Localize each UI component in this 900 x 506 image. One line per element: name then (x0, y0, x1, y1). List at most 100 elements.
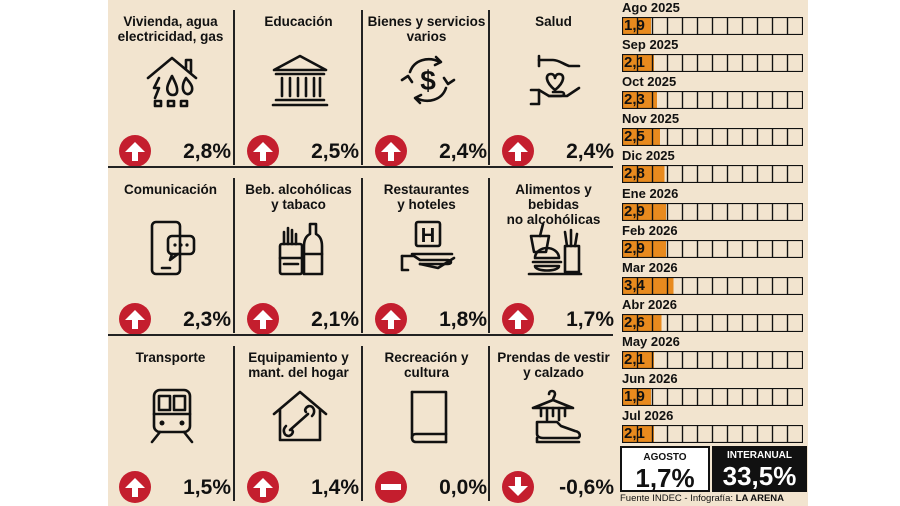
month-value-label: 1,9 (624, 17, 645, 34)
month-bar-grid-cell (651, 17, 669, 35)
month-value-label: 1,9 (624, 388, 645, 405)
month-bar-grid-cell (786, 350, 803, 369)
category-title: Recreación y cultura (384, 350, 469, 380)
month-bar-track (622, 313, 803, 332)
month-bar-grid-cell (756, 128, 774, 147)
month-bar-track (622, 388, 803, 406)
month-bar (622, 165, 665, 183)
month-bar-grid-cell (696, 128, 714, 147)
category-title: Beb. alcohólicas y tabaco (245, 182, 352, 212)
month-bar-grid-cell (681, 17, 699, 35)
month-bar-grid-cell (786, 128, 803, 147)
month-bar-grid-cell (771, 313, 789, 332)
month-label: Jul 2026 (622, 408, 674, 424)
category-value: 0,0% (439, 476, 487, 499)
month-bar-grid-cell (726, 17, 744, 35)
month-value-label: 2,1 (624, 54, 645, 72)
month-bar-grid-cell (756, 165, 774, 184)
month-bar-grid-cell (741, 91, 759, 110)
source-brand: LA ARENA (735, 493, 785, 504)
category-cell: Salud 2,4% (491, 0, 616, 167)
phone-chat-icon (142, 218, 202, 278)
category-title: Salud (535, 14, 572, 29)
category-title: Bienes y servicios varios (367, 14, 486, 44)
month-summary-value: 1,7% (635, 463, 695, 493)
grid-divider-vertical (488, 346, 490, 501)
category-cell: Restaurantes y hoteles H 1,8% (364, 168, 489, 335)
month-bar-grid-cell (771, 388, 789, 406)
month-label: Sep 2025 (622, 37, 679, 53)
month-bar-grid-cell (771, 202, 789, 221)
month-bar-grid-cell (711, 425, 729, 444)
month-bar-grid-cell (666, 128, 684, 147)
month-bar-grid-cell (711, 313, 729, 332)
arrow-up-icon (501, 302, 535, 336)
month-bar-grid-cell (681, 128, 699, 147)
month-bar-grid-cell (756, 276, 774, 295)
grid-divider-vertical (488, 10, 490, 165)
month-bar-grid-cell (711, 128, 729, 147)
month-label: Ene 2026 (622, 185, 679, 201)
month-bar-svg (622, 313, 803, 332)
arrow-up-icon (246, 134, 280, 168)
month-bar-grid-cell (666, 350, 684, 369)
month-bar-grid-cell (786, 202, 803, 221)
month-bar-grid-cell (696, 202, 714, 221)
month-value-label: 2,6 (624, 313, 645, 331)
category-value: 2,8% (183, 140, 231, 163)
month-bar-grid-cell (726, 91, 744, 110)
book-icon (398, 386, 458, 446)
month-row: Nov 2025 2,5 (620, 111, 803, 148)
grid-divider-vertical (361, 346, 363, 501)
month-bar-grid-cell (726, 128, 744, 147)
source-credit: Fuente INDEC - Infografía: LA ARENA (620, 493, 808, 504)
month-bar-svg (622, 128, 803, 147)
annual-summary-value: 33,5% (722, 461, 797, 491)
month-bar-grid-cell (786, 91, 803, 110)
month-bar-grid-cell (756, 202, 774, 221)
grid-divider-vertical (233, 10, 235, 165)
month-bar-grid-cell (786, 165, 803, 184)
svg-text:$: $ (420, 65, 436, 96)
month-row: Abr 2026 2,6 (620, 297, 803, 334)
train-icon (142, 386, 202, 446)
category-title: Prendas de vestir y calzado (497, 350, 610, 380)
month-bar-svg (622, 276, 803, 295)
monthly-inflation-chart: Ago 2025 1,9 Sep 2025 2,1 Oct 2025 2,3 Nov 202… (620, 0, 808, 445)
month-bar-grid-cell (771, 350, 789, 369)
month-bar-svg (622, 425, 803, 444)
source-text: Fuente INDEC - Infografía: (620, 493, 733, 504)
month-bar-track (622, 91, 803, 110)
category-cell: Recreación y cultura 0,0% (364, 336, 489, 503)
month-bar-grid-cell (726, 202, 744, 221)
month-bar (622, 388, 651, 406)
month-bar-grid-cell (786, 425, 803, 444)
category-value: 1,4% (311, 476, 359, 499)
month-bar-grid-cell (666, 313, 684, 332)
month-row: Dic 2025 2,8 (620, 148, 803, 185)
month-bar-grid-cell (756, 425, 774, 444)
annual-summary-label: INTERANUAL (727, 450, 792, 461)
arrow-up-icon (246, 302, 280, 336)
category-value: 1,7% (566, 308, 614, 331)
month-bar-grid-cell (726, 388, 744, 406)
month-row: Jun 2026 1,9 (620, 371, 803, 408)
month-bar-grid-cell (696, 276, 714, 295)
month-bar-grid-cell (771, 165, 789, 184)
month-summary-label: AGOSTO (643, 452, 687, 463)
grid-divider-vertical (361, 178, 363, 333)
fast-food-icon (525, 218, 585, 278)
month-bar-grid-cell (726, 425, 744, 444)
month-label: Dic 2025 (622, 148, 675, 164)
arrow-up-icon (118, 302, 152, 336)
month-bar-grid-cell (711, 276, 729, 295)
month-bar-grid-cell (771, 91, 789, 110)
month-bar-grid-cell (651, 350, 669, 369)
school-building-icon (270, 50, 330, 110)
month-bar-grid-cell (756, 388, 774, 406)
category-value: 1,5% (183, 476, 231, 499)
month-label: Mar 2026 (622, 259, 678, 275)
arrow-down-icon (501, 470, 535, 504)
month-bar-grid-cell (681, 425, 699, 444)
grid-divider-horizontal (108, 334, 613, 336)
